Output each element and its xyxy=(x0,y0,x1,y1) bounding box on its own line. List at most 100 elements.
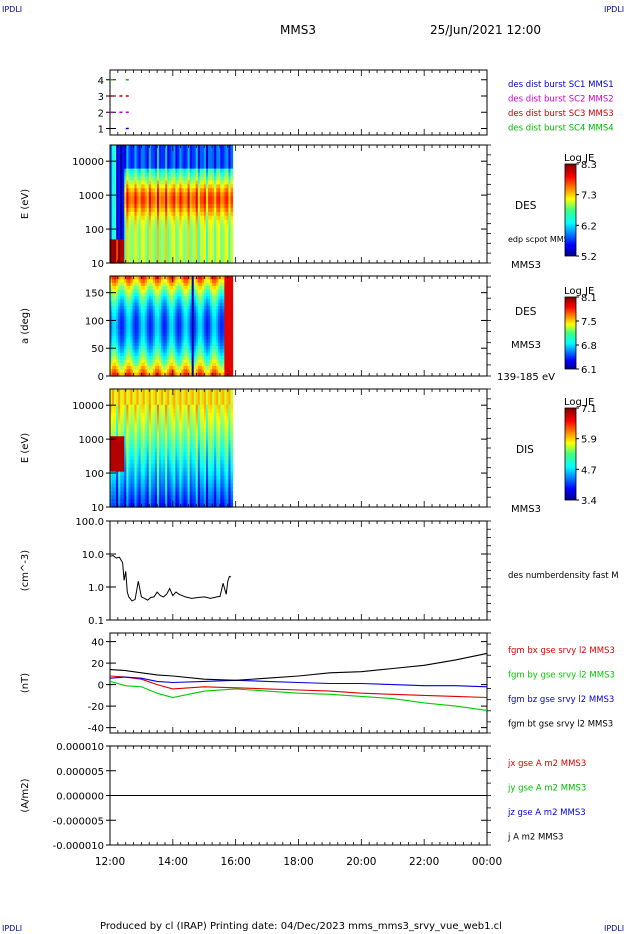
heatmap-cell xyxy=(189,352,193,357)
heatmap-cell xyxy=(177,200,181,205)
heatmap-cell xyxy=(228,366,232,370)
heatmap-cell xyxy=(218,286,221,290)
heatmap-cell xyxy=(230,207,234,213)
heatmap-cell xyxy=(187,289,191,294)
heatmap-cell xyxy=(132,336,136,340)
heatmap-cell xyxy=(226,200,230,205)
heatmap-cell xyxy=(214,289,217,294)
heatmap-cell xyxy=(212,172,215,178)
heatmap-cell xyxy=(140,243,144,248)
heatmap-cell xyxy=(191,204,195,209)
heatmap-cell xyxy=(140,247,144,252)
heatmap-cell xyxy=(193,309,197,314)
heatmap-cell xyxy=(152,455,156,461)
heatmap-cell xyxy=(228,306,232,310)
heatmap-cell xyxy=(116,235,119,240)
heatmap-cell xyxy=(193,168,197,174)
heatmap-cell xyxy=(165,329,168,334)
heatmap-cell xyxy=(173,342,176,347)
heatmap-cell xyxy=(112,188,115,193)
heatmap-cell xyxy=(228,207,232,213)
heatmap-cell xyxy=(212,168,215,174)
heatmap-cell xyxy=(122,255,125,260)
heatmap-cell xyxy=(150,428,154,433)
heatmap-cell xyxy=(230,322,234,327)
heatmap-cell xyxy=(214,332,217,337)
heatmap-cell xyxy=(114,160,117,166)
heatmap-cell xyxy=(126,463,129,469)
heatmap-cell xyxy=(169,251,172,256)
heatmap-cell xyxy=(195,342,199,347)
heatmap-cell xyxy=(150,207,154,213)
heatmap-cell xyxy=(161,211,164,217)
heatmap-cell xyxy=(140,467,144,473)
heatmap-cell xyxy=(161,282,164,287)
heatmap-cell xyxy=(126,366,129,370)
y-axis-label: a (deg) xyxy=(20,308,31,344)
heatmap-cell xyxy=(138,455,142,461)
heatmap-cell xyxy=(191,243,195,248)
heatmap-cell xyxy=(169,459,172,465)
heatmap-cell xyxy=(146,148,150,154)
heatmap-cell xyxy=(165,412,168,418)
heatmap-cell xyxy=(154,282,158,287)
heatmap-cell xyxy=(175,160,178,166)
heatmap-cell xyxy=(167,289,170,294)
heatmap-cell xyxy=(195,207,199,213)
burst-legend-entry: des dist burst SC4 MMS4 xyxy=(508,124,614,134)
heatmap-cell xyxy=(220,207,223,213)
heatmap-cell xyxy=(208,279,211,284)
heatmap-cell xyxy=(112,479,115,484)
heatmap-cell xyxy=(144,362,148,367)
heatmap-cell xyxy=(152,362,156,367)
heatmap-cell xyxy=(144,215,148,221)
heatmap-cell xyxy=(210,296,213,300)
heatmap-cell xyxy=(159,200,162,205)
heatmap-cell xyxy=(167,346,170,350)
heatmap-cell xyxy=(120,176,123,181)
heatmap-cell xyxy=(140,491,144,496)
heatmap-cell xyxy=(128,436,132,441)
heatmap-cell xyxy=(224,362,227,367)
heatmap-cell xyxy=(140,342,144,347)
heatmap-cell xyxy=(126,349,129,354)
heatmap-cell xyxy=(224,316,227,320)
panel-sublabel: 139-185 eV xyxy=(497,372,555,383)
heatmap-cell xyxy=(179,235,183,240)
heatmap-cell xyxy=(205,184,209,189)
heatmap-cell xyxy=(189,196,193,201)
heatmap-cell xyxy=(175,219,178,225)
heatmap-cell xyxy=(136,296,140,300)
heatmap-cell xyxy=(156,196,160,201)
heatmap-cell xyxy=(224,366,227,370)
heatmap-cell xyxy=(144,400,148,406)
heatmap-cell xyxy=(165,369,168,374)
heatmap-cell xyxy=(199,196,203,201)
heatmap-cell xyxy=(169,286,172,290)
heatmap-cell xyxy=(171,404,174,410)
heatmap-cell xyxy=(110,392,113,398)
heatmap-cell xyxy=(120,207,123,213)
heatmap-cell xyxy=(138,356,142,360)
heatmap-cell xyxy=(120,306,123,310)
y-tick-label: 100 xyxy=(85,316,104,327)
heatmap-cell xyxy=(148,392,152,398)
heatmap-cell xyxy=(208,156,211,162)
heatmap-cell xyxy=(171,168,174,174)
heatmap-cell xyxy=(116,336,119,340)
heatmap-cell xyxy=(199,332,203,337)
heatmap-cell xyxy=(146,309,150,314)
heatmap-cell xyxy=(195,282,199,287)
heatmap-cell xyxy=(124,408,127,414)
heatmap-cell xyxy=(201,176,205,181)
heatmap-cell xyxy=(163,463,166,469)
heatmap-cell xyxy=(142,499,146,504)
heatmap-cell xyxy=(144,286,148,290)
heatmap-cell xyxy=(114,223,117,229)
heatmap-cell xyxy=(128,196,132,201)
heatmap-cell xyxy=(228,302,232,307)
heatmap-cell xyxy=(146,239,150,244)
heatmap-cell xyxy=(156,412,160,418)
heatmap-cell xyxy=(120,352,123,357)
heatmap-cell xyxy=(124,499,127,504)
